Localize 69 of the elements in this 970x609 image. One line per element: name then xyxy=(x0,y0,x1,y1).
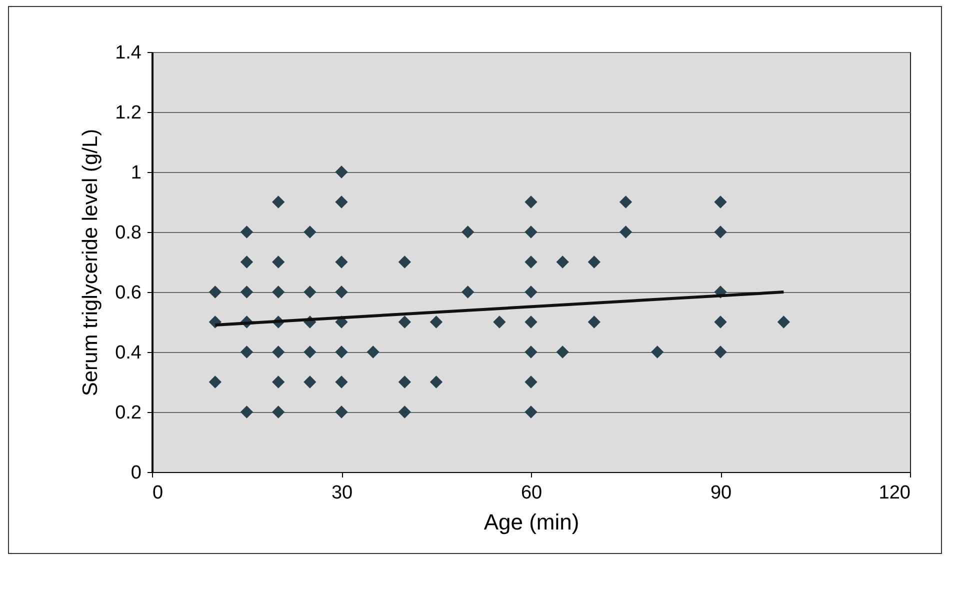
point xyxy=(524,196,538,208)
x-tick-label: 0 xyxy=(152,482,164,504)
point xyxy=(714,346,727,358)
point xyxy=(240,256,254,268)
point xyxy=(619,226,632,238)
point xyxy=(304,226,316,238)
point xyxy=(272,406,285,418)
point xyxy=(619,196,632,208)
point xyxy=(588,316,600,328)
point xyxy=(335,196,348,208)
point xyxy=(462,226,474,238)
x-tick-label: 120 xyxy=(878,482,910,504)
point xyxy=(651,346,664,358)
point xyxy=(272,346,285,358)
y-axis-title: Serum triglyceride level (g/L) xyxy=(79,128,102,396)
y-tick-label: 0.6 xyxy=(115,282,142,304)
point xyxy=(556,346,569,358)
point xyxy=(493,316,506,328)
point xyxy=(304,346,316,358)
point xyxy=(272,256,285,268)
point xyxy=(524,376,538,388)
point xyxy=(335,166,348,178)
point xyxy=(335,286,348,298)
point xyxy=(556,256,569,268)
y-tick-label: 1.4 xyxy=(115,42,142,64)
point xyxy=(272,286,285,298)
point xyxy=(714,316,727,328)
point xyxy=(524,346,538,358)
point xyxy=(588,256,600,268)
x-tick-label: 30 xyxy=(331,482,353,504)
point xyxy=(240,286,254,298)
point xyxy=(398,406,411,418)
x-tick-label: 60 xyxy=(520,482,542,504)
point xyxy=(430,316,443,328)
point xyxy=(714,196,727,208)
point xyxy=(398,256,411,268)
point xyxy=(272,196,285,208)
point xyxy=(208,376,222,388)
point xyxy=(240,226,254,238)
x-axis-title: Age (min) xyxy=(484,510,580,534)
point xyxy=(335,256,348,268)
point xyxy=(524,256,538,268)
point xyxy=(462,286,474,298)
point xyxy=(304,286,316,298)
point xyxy=(240,406,254,418)
point xyxy=(304,376,316,388)
y-tick-label: 1.2 xyxy=(115,102,142,124)
point xyxy=(524,406,538,418)
point xyxy=(335,406,348,418)
y-tick-label: 0 xyxy=(130,462,142,484)
point xyxy=(777,316,790,328)
point xyxy=(398,376,411,388)
point xyxy=(240,346,254,358)
point xyxy=(524,226,538,238)
y-tick-label: 1 xyxy=(130,162,142,184)
y-tick-label: 0.8 xyxy=(115,222,142,244)
x-tick-label: 90 xyxy=(710,482,732,504)
point xyxy=(208,286,222,298)
point xyxy=(430,376,443,388)
point xyxy=(714,226,727,238)
point xyxy=(335,346,348,358)
y-tick-label: 0.2 xyxy=(115,402,142,424)
y-tick-label: 0.4 xyxy=(115,342,142,364)
point xyxy=(524,286,538,298)
point xyxy=(398,316,411,328)
point xyxy=(272,376,285,388)
point xyxy=(366,346,380,358)
point xyxy=(524,316,538,328)
point xyxy=(335,376,348,388)
